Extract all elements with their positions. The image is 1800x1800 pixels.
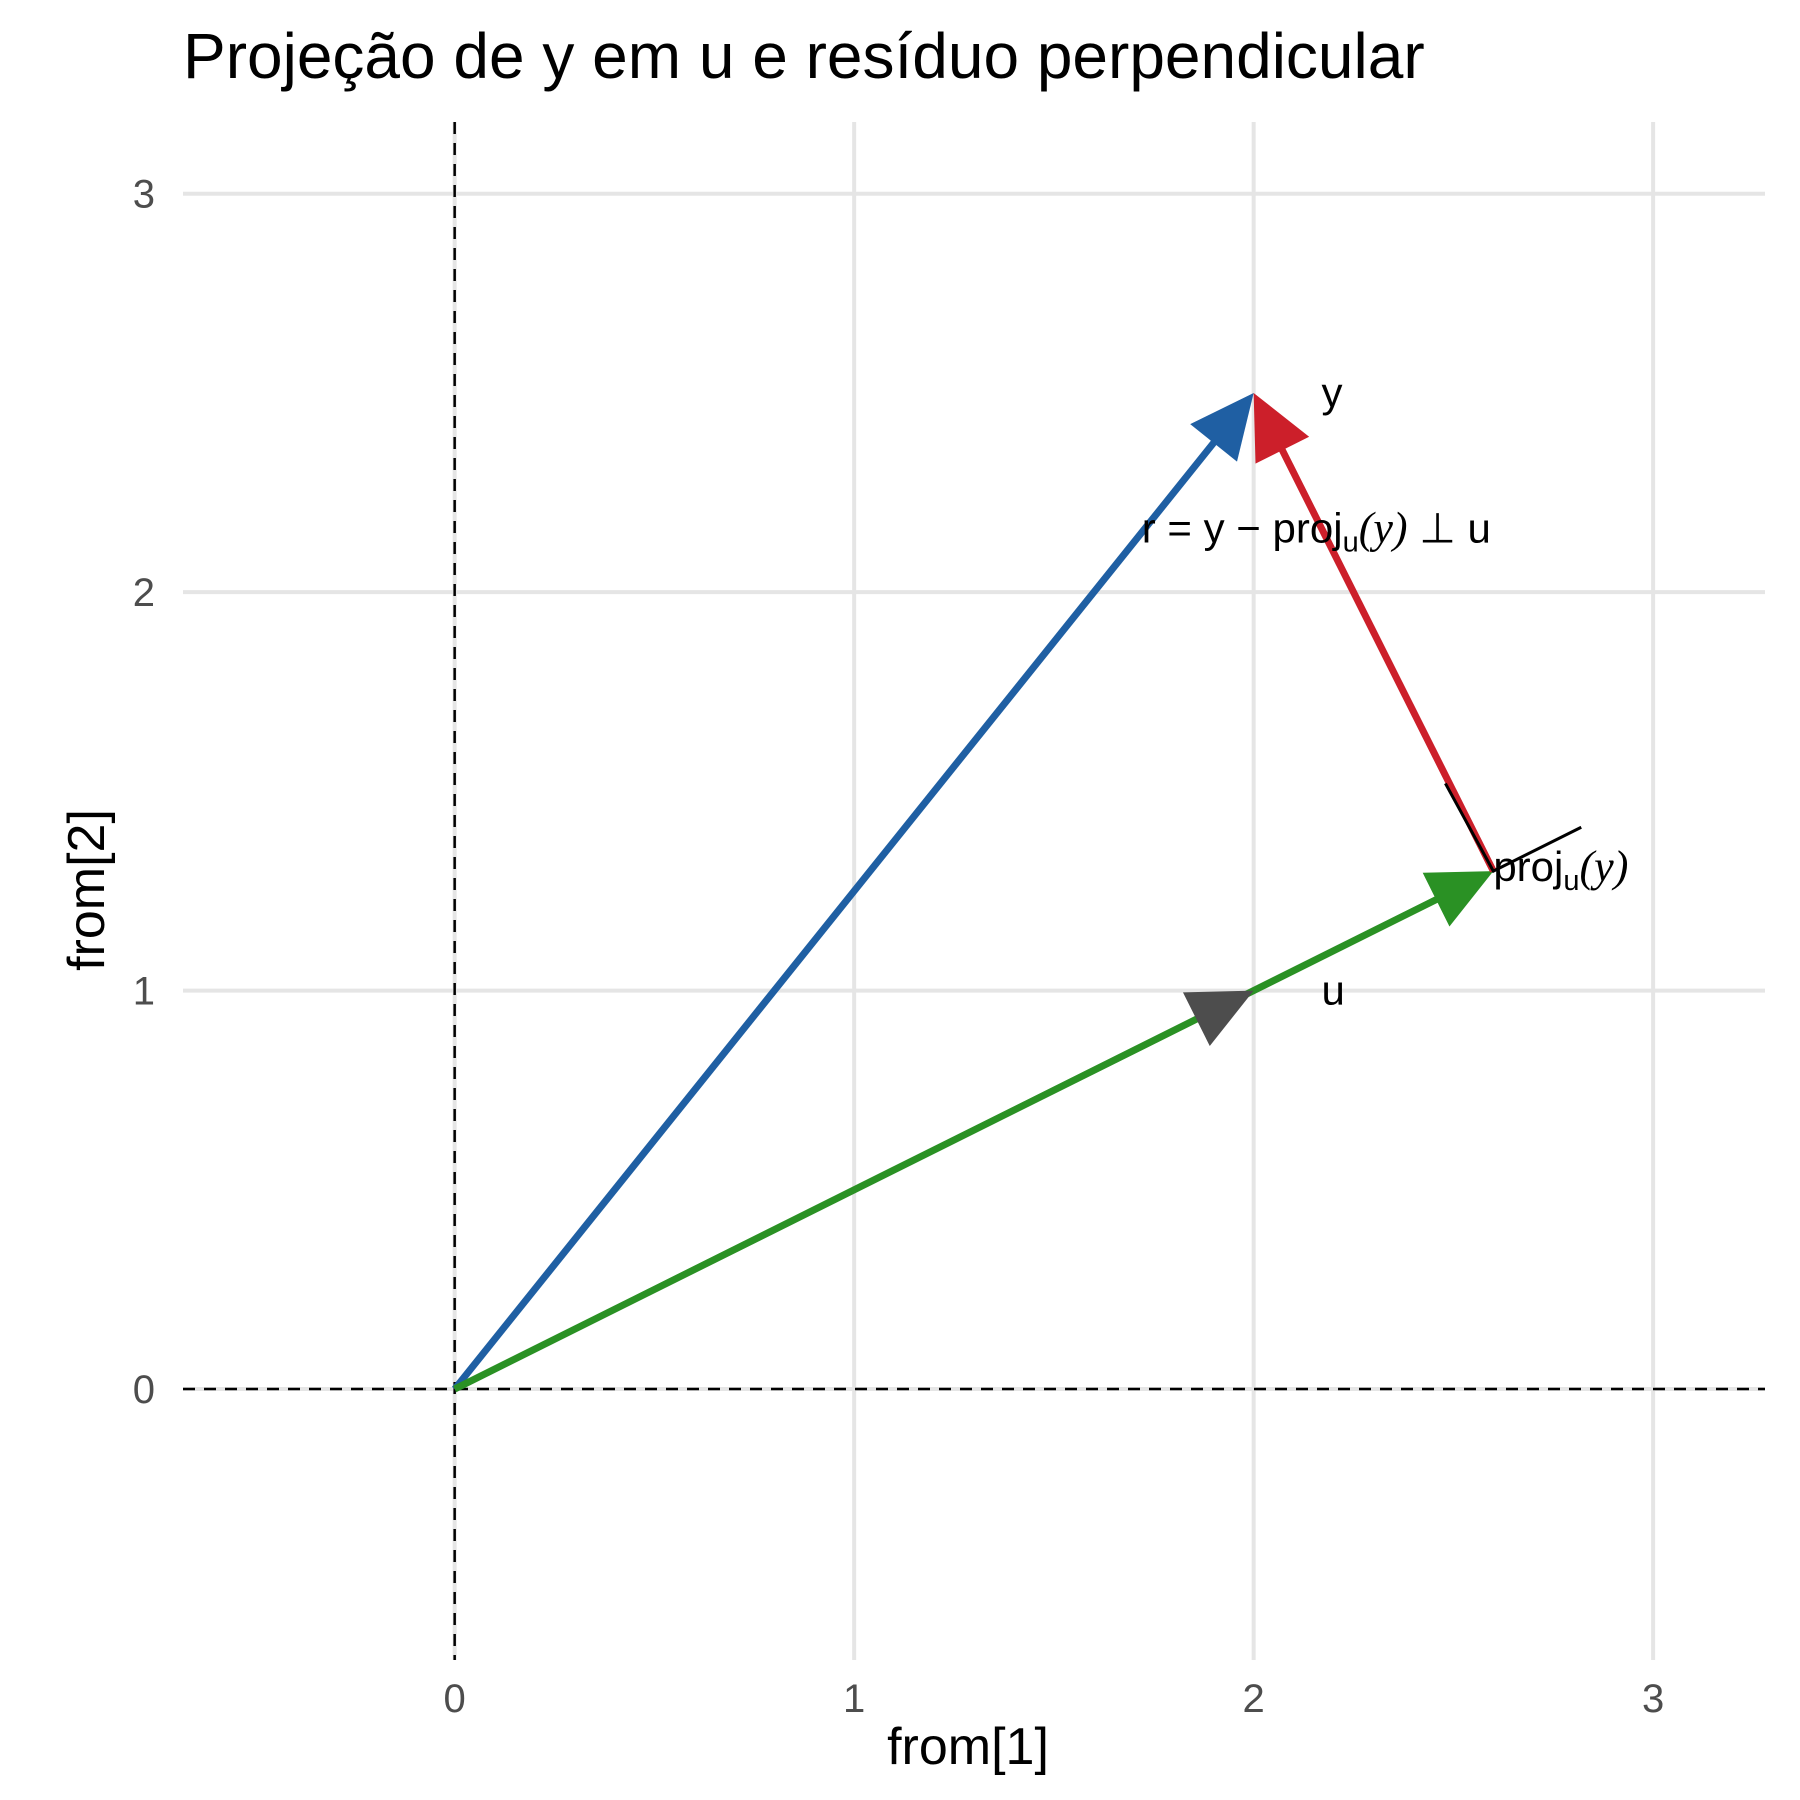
vector-label-y: y — [1322, 369, 1343, 416]
vector-y-shaft — [451, 435, 1221, 1392]
vector-proj-shaft — [453, 893, 1444, 1393]
vector-proj-arrowhead — [1422, 871, 1494, 927]
tick-labels: 0 1 2 3 0 1 2 3 — [133, 173, 1665, 1721]
y-axis-label: from[2] — [58, 809, 116, 971]
y-tick-label: 1 — [133, 970, 155, 1014]
vector-label-u: u — [1322, 967, 1345, 1014]
vectors — [451, 392, 1497, 1393]
vector-label-proj: proju(y) — [1493, 842, 1628, 897]
x-tick-label: 1 — [843, 1677, 865, 1721]
y-tick-label: 0 — [133, 1368, 155, 1412]
chart-title: Projeção de y em u e resíduo perpendicul… — [183, 20, 1425, 92]
y-tick-label: 3 — [133, 173, 155, 217]
vector-residual-arrowhead — [1253, 392, 1310, 464]
x-tick-label: 2 — [1243, 1677, 1265, 1721]
right-angle-lines — [1444, 782, 1582, 874]
x-tick-label: 3 — [1642, 1677, 1664, 1721]
x-axis-label: from[1] — [887, 1718, 1049, 1776]
x-tick-label: 0 — [444, 1677, 466, 1721]
right-angle-marker — [1444, 782, 1582, 874]
vector-labels: y u proju(y) r = y − proju(y) ⊥ u — [1142, 369, 1629, 1014]
vector-y-arrowhead — [1190, 392, 1254, 462]
vector-label-residual: r = y − proju(y) ⊥ u — [1142, 503, 1491, 558]
vector-u-arrowhead — [1182, 990, 1254, 1047]
reference-lines — [183, 122, 1765, 1660]
grid — [183, 122, 1765, 1660]
y-tick-label: 2 — [133, 571, 155, 615]
vector-residual-shaft — [1276, 443, 1497, 873]
